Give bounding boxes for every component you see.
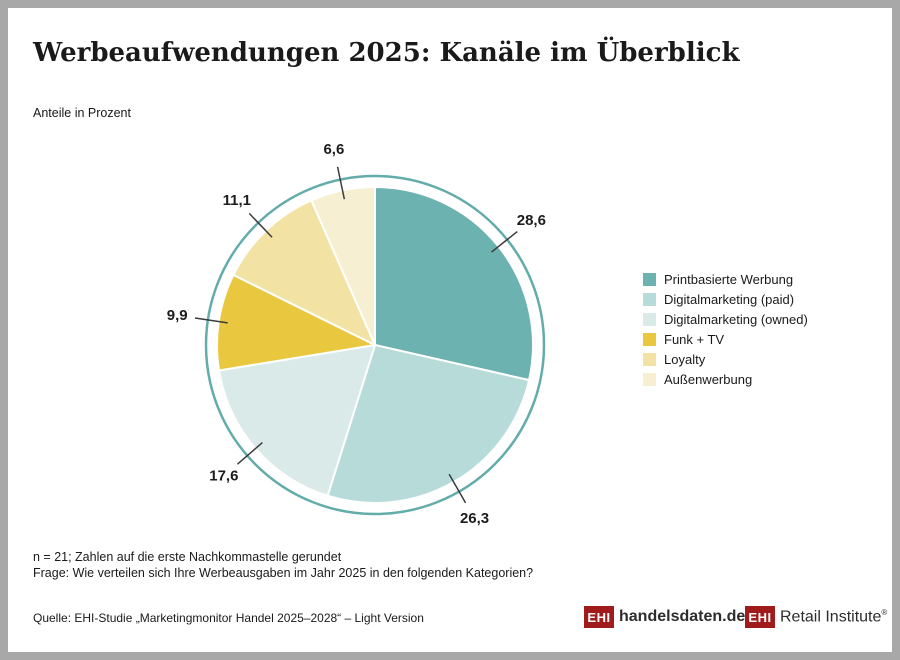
pie-leader-line [248, 212, 273, 238]
pie-leader-line [491, 230, 518, 253]
legend-label: Funk + TV [664, 331, 725, 347]
pie-chart-svg: 28,6 26,3 17,6 9,9 11,1 6,6 [167, 141, 546, 527]
legend-label: Digitalmarketing (owned) [664, 311, 808, 327]
pie-leader-line [236, 442, 263, 465]
pie-value-label: 9,9 [167, 307, 188, 324]
legend-label: Digitalmarketing (paid) [664, 291, 795, 307]
legend-item: Außenwerbung [643, 369, 808, 389]
footnote-sample-size: n = 21; Zahlen auf die erste Nachkommast… [33, 550, 342, 564]
chart-subtitle: Anteile in Prozent [33, 106, 131, 120]
legend-item: Digitalmarketing (paid) [643, 289, 808, 309]
pie-value-label: 26,3 [460, 510, 489, 527]
legend-swatch [643, 372, 656, 386]
logo-handelsdaten-text: handelsdaten.de [619, 608, 746, 625]
legend-label: Printbasierte Werbung [664, 271, 794, 287]
pie-leader-line [336, 166, 346, 200]
ehi-logo-badge: EHI [584, 606, 614, 628]
ehi-logo-badge: EHI [745, 606, 775, 628]
page-title: Werbeaufwendungen 2025: Kanäle im Überbl… [33, 38, 740, 68]
legend-swatch [643, 292, 656, 306]
logo-ehi-retail-institute: EHI Retail Institute® [745, 606, 887, 628]
legend-swatch [643, 332, 656, 346]
pie-value-label: 6,6 [323, 141, 344, 158]
legend-item: Digitalmarketing (owned) [643, 309, 808, 329]
legend-item: Printbasierte Werbung [643, 269, 808, 289]
legend-label: Außenwerbung [664, 371, 753, 387]
legend-swatch [643, 352, 656, 366]
registered-trademark-symbol: ® [881, 607, 888, 617]
logo-retail-text: Retail Institute® [780, 607, 888, 626]
pie-outer-ring [204, 174, 546, 516]
legend-label: Loyalty [664, 351, 706, 367]
source-line: Quelle: EHI-Studie „Marketingmonitor Han… [33, 611, 424, 625]
legend-item: Loyalty [643, 349, 808, 369]
pie-value-label: 17,6 [209, 467, 238, 484]
legend-item: Funk + TV [643, 329, 808, 349]
legend-swatch [643, 312, 656, 326]
legend-swatch [643, 272, 656, 286]
logo-ehi-handelsdaten: EHI handelsdaten.de [584, 606, 745, 628]
footnotes: n = 21; Zahlen auf die erste Nachkommast… [33, 549, 533, 581]
footnote-question: Frage: Wie verteilen sich Ihre Werbeausg… [33, 566, 534, 580]
pie-leader-line [448, 473, 467, 504]
pie-value-label: 11,1 [223, 192, 251, 209]
pie-value-label: 28,6 [517, 212, 546, 229]
pie-leader-line [194, 317, 228, 324]
chart-legend: Printbasierte Werbung Digitalmarketing (p… [643, 269, 808, 389]
